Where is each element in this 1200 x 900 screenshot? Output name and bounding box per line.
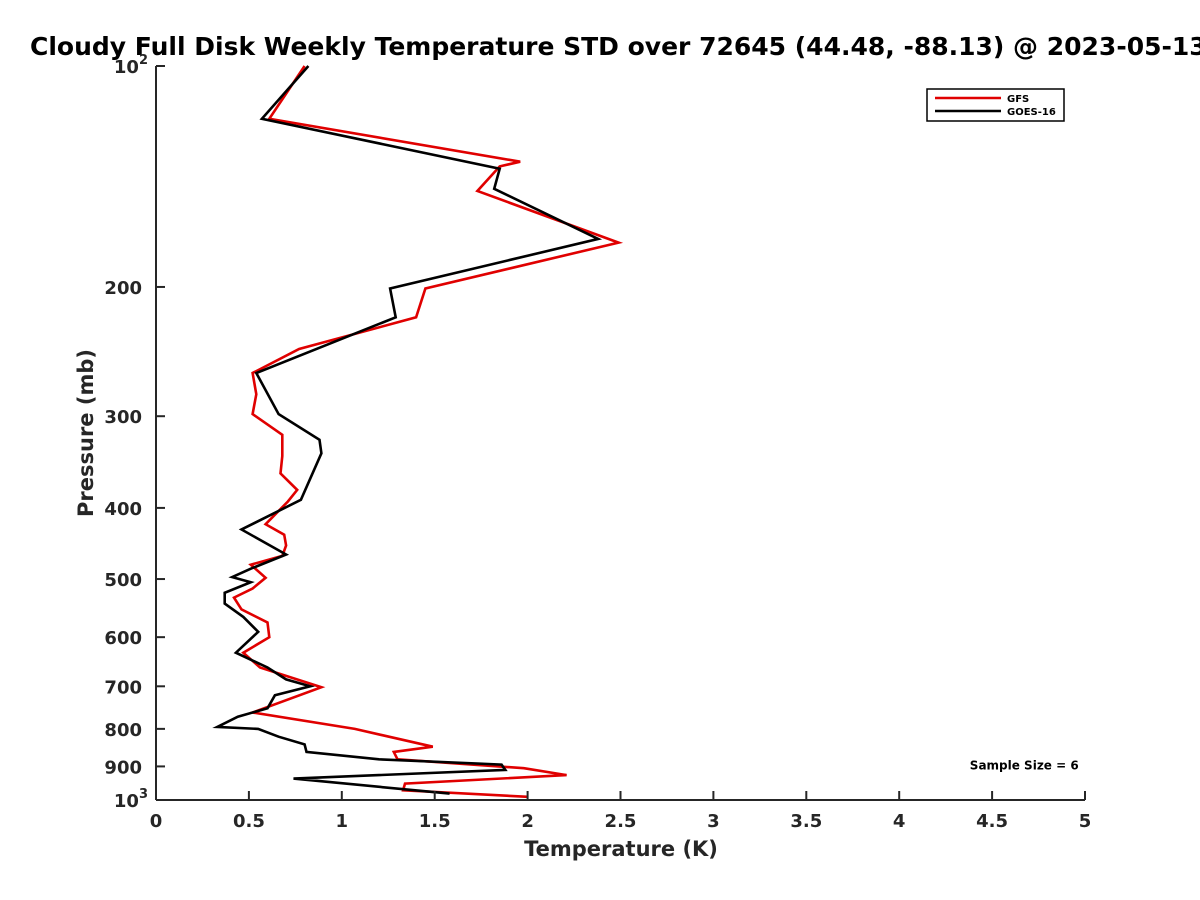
x-tick-label: 2.5: [605, 811, 637, 832]
x-tick-label: 1.5: [419, 811, 451, 832]
y-tick-label: 102: [114, 53, 148, 78]
x-tick-label: 3.5: [790, 811, 822, 832]
chart-title: Cloudy Full Disk Weekly Temperature STD …: [30, 32, 1200, 61]
sample-size-annotation: Sample Size = 6: [970, 759, 1079, 773]
x-tick-label: 4: [893, 811, 906, 832]
x-tick-label: 0: [150, 811, 163, 832]
series-line-gfs: [232, 65, 624, 799]
y-tick-label: 400: [104, 499, 142, 520]
x-axis: 0 0.5 1 1.5 2 2.5 3 3.5 4 4.5 5: [150, 791, 1092, 832]
legend-label: GOES-16: [1007, 107, 1056, 118]
x-tick-label: 3: [707, 811, 720, 832]
y-tick-label: 900: [104, 757, 142, 778]
x-tick-label: 2: [521, 811, 534, 832]
series-line-goes-16: [212, 65, 603, 795]
y-axis-label: Pressure (mb): [74, 349, 98, 517]
x-tick-label: 0.5: [233, 811, 265, 832]
annotations: Sample Size = 6: [970, 759, 1079, 773]
y-tick-label: 300: [104, 407, 142, 428]
x-tick-label: 4.5: [976, 811, 1008, 832]
x-tick-label: 5: [1079, 811, 1092, 832]
y-axis: 102 200 300 400 500 600 700 800 900 103: [104, 53, 165, 812]
y-tick-label: 500: [104, 570, 142, 591]
series-layer: [212, 65, 624, 799]
y-tick-label: 700: [104, 677, 142, 698]
legend-label: GFS: [1007, 94, 1029, 105]
y-tick-label: 200: [104, 278, 142, 299]
x-tick-label: 1: [336, 811, 349, 832]
y-tick-label: 600: [104, 628, 142, 649]
legend: GFS GOES-16: [926, 88, 1065, 122]
y-tick-label: 103: [114, 787, 148, 812]
legend-box: [926, 88, 1065, 122]
y-tick-label: 800: [104, 720, 142, 741]
x-axis-label: Temperature (K): [524, 837, 718, 861]
